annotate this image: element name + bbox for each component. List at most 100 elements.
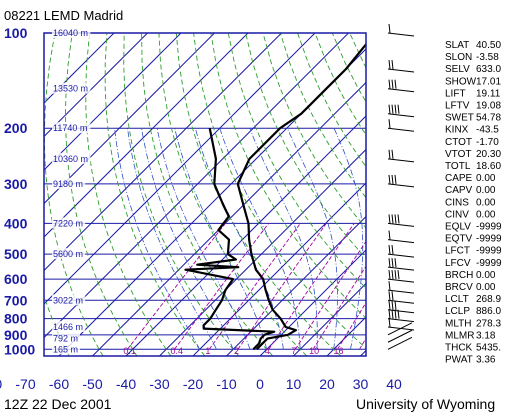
height-label-bg — [52, 343, 80, 355]
height-label-500: 5600 m — [53, 249, 83, 259]
index-value-thck: 5435. — [476, 343, 501, 354]
dry-adiabat--60 — [44, 294, 70, 356]
height-label-bg — [52, 122, 91, 134]
dry-adiabat--50 — [44, 33, 104, 356]
height-labels: 16040 m 13530 m 11740 m 10360 m 9180 m 7220 m… — [52, 27, 91, 355]
dry-adiabat-10 — [158, 33, 308, 356]
index-name-lfct: LFCT — [445, 246, 470, 257]
wind-barbs — [387, 23, 415, 350]
dry-adiabat--10 — [123, 33, 240, 356]
mixing-ratio-line — [312, 265, 366, 350]
barb-flag — [397, 104, 400, 114]
temp-label--50: -50 — [82, 376, 102, 392]
index-value-cape: 0.00 — [476, 173, 496, 184]
index-name-lclt: LCLT — [445, 294, 469, 305]
dry-adiabat--30 — [85, 33, 172, 356]
height-label-200: 11740 m — [53, 123, 87, 133]
temp-label--70: -70 — [15, 376, 35, 392]
barb-staff — [387, 113, 415, 118]
mixing-ratio-line — [208, 223, 301, 350]
barb-flag — [388, 79, 391, 89]
barb-flag — [394, 300, 397, 310]
height-label-100: 16040 m — [53, 28, 88, 38]
temp-label--60: -60 — [49, 376, 69, 392]
dry-adiabat-80 — [279, 33, 366, 199]
barb-flag — [391, 149, 394, 159]
barb-flag — [388, 245, 391, 255]
index-value-lclt: 268.9 — [476, 294, 501, 305]
mixing-ratio-line — [337, 301, 366, 350]
isotherm--100 — [44, 33, 249, 238]
dry-adiabat-90 — [297, 33, 366, 168]
dry-adiabat-70 — [262, 33, 366, 229]
wind-barb-180 — [387, 104, 415, 118]
index-name-swet: SWET — [445, 113, 474, 124]
wind-barb-130 — [387, 59, 415, 73]
index-name-eqlv: EQLV — [445, 222, 471, 233]
pressure-label-1000: 1000 — [4, 341, 35, 357]
barb-flag — [391, 59, 394, 70]
wind-barb-950 — [387, 329, 413, 343]
mixing-ratio-label: 0.1 — [123, 346, 136, 356]
moist-adiabat-0 — [174, 128, 268, 350]
barb-flag — [394, 79, 397, 89]
moist-adiabat--5 — [156, 128, 251, 350]
barb-flag — [388, 174, 391, 184]
index-name-ctot: CTOT — [445, 137, 472, 148]
index-value-lfct: -9999 — [476, 246, 502, 257]
height-label-bg — [52, 294, 86, 306]
height-label-1000: 165 m — [53, 344, 78, 354]
barb-flag — [397, 270, 400, 280]
wind-barb-800 — [387, 309, 415, 323]
barb-staff — [387, 68, 415, 73]
barb-flag — [388, 230, 391, 240]
pressure-label-200: 200 — [4, 120, 28, 136]
mixing-ratio-line — [174, 223, 269, 350]
dry-adiabat-60 — [245, 33, 366, 259]
index-value-kinx: -43.5 — [476, 125, 499, 136]
barb-flag — [397, 214, 400, 224]
mixing-ratio-label: 0.4 — [170, 346, 183, 356]
pressure-label-600: 600 — [4, 271, 28, 287]
height-label-bg — [52, 248, 86, 260]
dry-adiabat--40 — [65, 33, 138, 356]
temp-label--30: -30 — [149, 376, 169, 392]
barb-staff — [387, 183, 415, 188]
wind-barb-550 — [387, 258, 415, 271]
index-value-slat: 40.50 — [476, 40, 501, 51]
wind-barb-450 — [387, 230, 415, 244]
index-name-lftv: LFTV — [445, 101, 470, 112]
height-label-bg — [52, 177, 86, 189]
barb-flag — [391, 258, 394, 268]
barb-staff — [387, 239, 415, 244]
moist-adiabat-15 — [249, 128, 318, 350]
barb-flag — [397, 309, 400, 319]
index-name-vtot: VTOT — [445, 149, 471, 160]
temp-label-10: 10 — [286, 376, 302, 392]
barb-flag — [388, 281, 391, 291]
index-value-brcv: 0.00 — [476, 282, 496, 293]
isotherm-0 — [259, 249, 366, 356]
barb-flag — [391, 309, 394, 319]
moist-adiabat-10 — [219, 128, 301, 350]
index-name-mlth: MLTH — [445, 318, 471, 329]
temp-label-20: 20 — [319, 376, 335, 392]
mixing-ratio-line — [268, 223, 355, 350]
barb-flag — [388, 104, 391, 114]
height-label-bg — [52, 332, 80, 344]
barb-flag — [394, 104, 397, 114]
isotherm--50 — [92, 81, 366, 356]
dry-adiabat--20 — [104, 33, 206, 356]
index-name-lclp: LCLP — [445, 306, 470, 317]
dry-adiabat-50 — [227, 33, 366, 289]
temp-label-40: 40 — [386, 376, 402, 392]
index-name-mlmr: MLMR — [445, 330, 474, 341]
barb-flag — [391, 245, 394, 255]
moist-adiabat-25 — [333, 128, 364, 350]
height-label-bg — [52, 217, 86, 229]
index-value-selv: 633.0 — [476, 64, 501, 75]
source-label: University of Wyoming — [356, 396, 495, 412]
height-label-bg — [52, 152, 91, 164]
